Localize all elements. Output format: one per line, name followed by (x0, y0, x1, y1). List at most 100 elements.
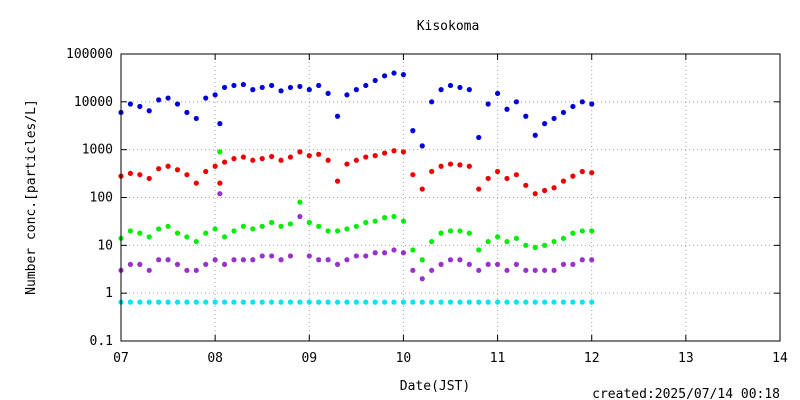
data-point (589, 257, 595, 263)
data-point (419, 276, 425, 282)
data-point (485, 175, 491, 182)
data-point (532, 299, 538, 305)
data-point (447, 257, 454, 263)
data-point (410, 128, 416, 134)
data-point (372, 153, 378, 159)
data-point (306, 299, 312, 305)
data-point (250, 87, 256, 93)
data-point (156, 257, 162, 263)
data-point (156, 299, 162, 305)
data-point (391, 247, 397, 253)
data-point (579, 168, 585, 175)
data-point (400, 299, 407, 305)
data-point (429, 168, 435, 175)
data-point (363, 219, 369, 226)
data-point (203, 230, 209, 236)
data-point (297, 149, 303, 155)
data-point (165, 223, 171, 229)
data-point (316, 299, 322, 305)
data-point (372, 250, 378, 256)
data-point (146, 299, 152, 305)
data-point (217, 180, 223, 186)
data-point (287, 253, 294, 259)
data-point (589, 299, 595, 305)
data-point (494, 299, 501, 305)
data-point (127, 299, 134, 305)
x-tick-label: 11 (490, 351, 506, 366)
data-point (334, 178, 341, 184)
chart-title: Kisokoma (417, 19, 480, 34)
data-point (447, 82, 454, 89)
data-point (504, 175, 510, 182)
data-point (165, 299, 171, 305)
data-point (203, 168, 209, 175)
data-point (400, 218, 407, 224)
data-point (165, 95, 171, 101)
data-point (334, 113, 341, 119)
data-point (466, 261, 472, 267)
data-point (570, 173, 576, 179)
y-axis-label: Number conc.[particles/L] (24, 99, 39, 295)
data-point (513, 99, 520, 105)
data-point (174, 299, 181, 305)
data-point (259, 299, 265, 305)
data-point (447, 299, 454, 305)
data-point (203, 95, 209, 101)
plot-frame (120, 53, 781, 342)
data-point (504, 299, 510, 305)
data-point (372, 218, 378, 224)
data-point (217, 191, 223, 197)
data-point (344, 226, 350, 232)
data-point (570, 230, 576, 236)
data-point (513, 299, 520, 305)
data-point (494, 234, 501, 240)
data-point (542, 299, 548, 305)
data-point (579, 299, 585, 305)
data-point (485, 238, 491, 245)
data-point (316, 257, 322, 263)
x-axis-label: Date(JST) (400, 379, 470, 394)
data-point (363, 154, 369, 160)
data-point (429, 267, 435, 273)
data-point (184, 172, 190, 178)
data-point (212, 299, 218, 305)
data-point (485, 261, 491, 267)
data-point (419, 257, 425, 263)
data-point (551, 115, 557, 122)
data-point (221, 84, 228, 91)
tick-layer: 0.1 1 10 100 1000 10000 100000 07 08 09 10 11 12 13 14 (66, 47, 788, 366)
data-point (466, 299, 472, 305)
data-point (438, 299, 444, 305)
data-point (137, 172, 143, 178)
data-point (240, 299, 246, 305)
data-point (184, 234, 190, 240)
data-point (419, 299, 425, 305)
data-point (438, 261, 444, 267)
data-point (560, 109, 567, 116)
data-point (466, 230, 472, 236)
x-tick-label: 12 (584, 351, 600, 366)
data-point (513, 172, 520, 178)
data-point (193, 299, 199, 305)
data-point (551, 299, 557, 305)
data-point (250, 299, 256, 305)
data-point (269, 253, 275, 259)
data-point (212, 257, 218, 263)
data-point (240, 81, 246, 88)
data-point (476, 247, 482, 253)
data-point (504, 238, 510, 245)
data-point (372, 77, 378, 84)
data-point (174, 167, 181, 173)
data-point (523, 267, 529, 273)
data-point (221, 299, 228, 305)
series-layer (118, 70, 595, 305)
data-point (259, 223, 265, 229)
data-point (240, 223, 246, 229)
data-point (297, 83, 303, 90)
data-point (523, 182, 529, 188)
data-point (259, 253, 265, 259)
data-point (560, 299, 567, 305)
data-point (221, 159, 228, 165)
data-point (353, 299, 359, 305)
data-point (353, 223, 359, 229)
